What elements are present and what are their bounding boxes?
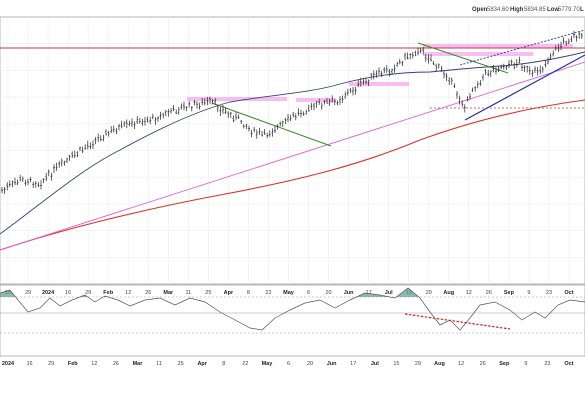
x-tick-label: 26 <box>145 290 151 296</box>
osc-x-tick-label: Aug <box>434 361 445 367</box>
osc-x-tick-label: 12 <box>91 361 97 367</box>
open-label: Open <box>472 7 488 13</box>
open-value: 5834.60 <box>487 7 509 13</box>
moving-averages <box>0 51 585 251</box>
x-tick-label: 9 <box>527 290 530 296</box>
osc-x-tick-label: 12 <box>458 361 464 367</box>
x-tick-label: Apr <box>224 290 234 296</box>
price-x-axis: 162920241629Feb1226Mar1125Apr822May620Ju… <box>5 290 574 296</box>
osc-x-tick-label: 17 <box>350 361 356 367</box>
osc-x-tick-label: Mar <box>133 361 144 367</box>
ma-long-line <box>0 99 585 251</box>
ohlc-header: Open 5834.60 High 5834.85 Low 5779.70 L <box>472 7 584 13</box>
osc-x-tick-label: Sep <box>499 361 510 367</box>
x-tick-label: Jul <box>385 290 393 296</box>
x-tick-label: 29 <box>85 290 91 296</box>
highlight-band <box>423 52 533 56</box>
green-trendline-1 <box>211 102 332 147</box>
last-label: L <box>580 7 584 13</box>
pink-trendline <box>0 61 585 251</box>
osc-x-tick-label: 8 <box>222 361 225 367</box>
osc-x-tick-label: May <box>262 361 274 367</box>
highlight-band <box>296 98 336 102</box>
oscillator-line <box>0 287 585 331</box>
osc-x-tick-label: 22 <box>242 361 248 367</box>
osc-x-tick-label: 29 <box>415 361 421 367</box>
x-tick-label: Oct <box>564 290 573 296</box>
osc-x-tick-label: 15 <box>393 361 399 367</box>
osc-x-tick-label: 20 <box>307 361 313 367</box>
green-trendline-2 <box>417 42 509 74</box>
highlight-bands <box>187 44 573 102</box>
x-tick-label: 12 <box>466 290 472 296</box>
x-tick-label: Sep <box>504 290 515 296</box>
ma-short-line <box>0 51 585 235</box>
low-value: 5779.70 <box>558 7 580 13</box>
x-tick-label: 20 <box>326 290 332 296</box>
osc-x-tick-label: Apr <box>197 361 207 367</box>
osc-x-tick-label: 6 <box>287 361 290 367</box>
x-tick-label: May <box>283 290 295 296</box>
low-label: Low <box>547 7 559 13</box>
blue-support-trendline <box>464 54 585 121</box>
osc-x-tick-label: Jul <box>371 361 379 367</box>
price-panel-frame <box>0 16 585 285</box>
highlight-band <box>349 82 409 86</box>
x-tick-label: Feb <box>103 290 113 296</box>
x-tick-label: 22 <box>265 290 271 296</box>
osc-x-tick-label: Jun <box>327 361 337 367</box>
osc-x-tick-label: Oct <box>564 361 573 367</box>
grid <box>0 16 585 357</box>
osc-x-tick-label: 2024 <box>2 361 15 367</box>
x-tick-label: 16 <box>65 290 71 296</box>
x-tick-label: Aug <box>443 290 454 296</box>
osc-x-tick-label: 26 <box>480 361 486 367</box>
osc-x-tick-label: 16 <box>27 361 33 367</box>
oscillator-panel-frame <box>0 284 585 357</box>
osc-x-tick-label: 29 <box>48 361 54 367</box>
x-tick-label: 29 <box>25 290 31 296</box>
osc-x-tick-label: 9 <box>524 361 527 367</box>
x-tick-label: 11 <box>185 290 191 296</box>
osc-x-tick-label: 26 <box>113 361 119 367</box>
highlight-band <box>187 97 287 101</box>
x-tick-label: 2024 <box>42 290 55 296</box>
blue-channel-top-line <box>459 29 585 66</box>
x-tick-label: 25 <box>205 290 211 296</box>
divergence-line <box>404 313 511 330</box>
osc-x-tick-label: 11 <box>156 361 162 367</box>
x-tick-label: Mar <box>163 290 174 296</box>
high-value: 5834.85 <box>524 7 546 13</box>
x-tick-label: Jun <box>344 290 354 296</box>
x-tick-label: 6 <box>307 290 310 296</box>
highlight-band <box>423 44 573 48</box>
osc-x-tick-label: Feb <box>68 361 78 367</box>
oscillator-panel <box>0 287 585 334</box>
osc-x-tick-label: 25 <box>178 361 184 367</box>
x-tick-label: 26 <box>486 290 492 296</box>
trendlines <box>0 29 585 251</box>
high-label: High <box>510 7 524 13</box>
oscillator-x-axis: 2024 16 29 Feb 12 26 Mar 11 25 Apr 8 22 May 6 20 Jun 17 J… <box>2 361 574 367</box>
x-tick-label: 29 <box>426 290 432 296</box>
x-tick-label: 12 <box>125 290 131 296</box>
x-tick-label: 8 <box>247 290 250 296</box>
x-tick-label: 17 <box>366 290 372 296</box>
osc-x-tick-label: 23 <box>544 361 550 367</box>
x-tick-label: 23 <box>546 290 552 296</box>
price-bars <box>1 30 583 194</box>
